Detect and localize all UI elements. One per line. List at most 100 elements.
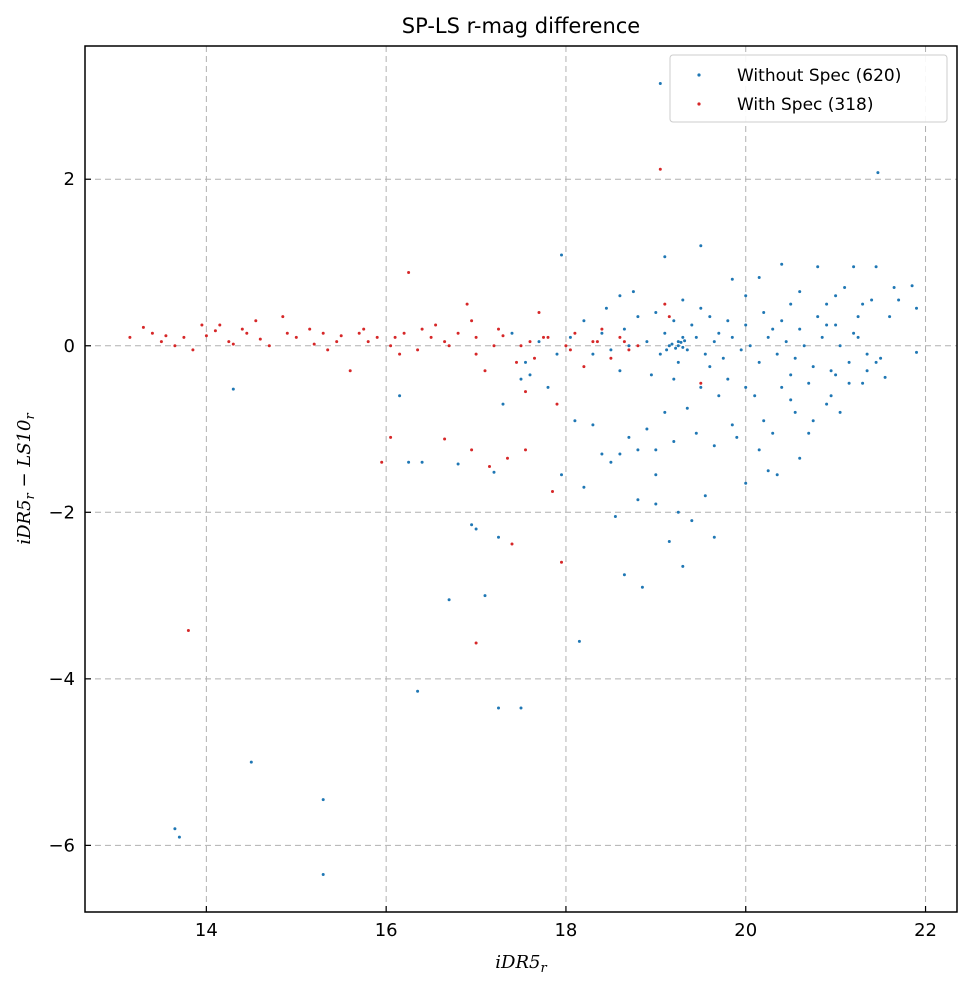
data-point xyxy=(393,335,397,339)
data-point xyxy=(366,340,370,344)
y-tick-label: 2 xyxy=(64,169,75,190)
data-point xyxy=(683,339,687,343)
data-point xyxy=(542,335,545,339)
legend-label-with-spec: With Spec (318) xyxy=(737,95,874,115)
data-point xyxy=(380,460,384,464)
y-tick-label: 0 xyxy=(64,336,75,357)
data-point xyxy=(177,835,181,839)
data-point xyxy=(730,277,734,281)
data-point xyxy=(658,82,662,85)
data-point xyxy=(762,311,766,314)
data-point xyxy=(582,485,586,489)
data-point xyxy=(568,348,572,352)
data-points xyxy=(128,82,918,876)
data-point xyxy=(798,456,802,460)
data-point xyxy=(861,302,865,306)
data-point xyxy=(510,331,514,335)
data-point xyxy=(240,327,244,331)
data-point xyxy=(780,319,784,323)
data-point xyxy=(470,319,474,323)
data-point xyxy=(658,167,662,171)
data-point xyxy=(474,527,478,531)
data-point xyxy=(465,302,469,306)
data-point xyxy=(775,352,779,356)
data-point xyxy=(667,344,671,348)
data-point xyxy=(712,535,716,539)
data-point xyxy=(838,344,842,348)
plot-frame xyxy=(84,45,958,913)
data-point xyxy=(519,706,523,710)
data-point xyxy=(807,431,811,435)
data-point xyxy=(245,331,249,335)
data-point xyxy=(825,323,829,327)
data-point xyxy=(555,402,559,406)
data-point xyxy=(627,348,631,352)
data-point xyxy=(780,385,784,389)
data-point xyxy=(825,302,829,306)
data-point xyxy=(690,323,694,327)
data-point xyxy=(564,344,568,348)
data-point xyxy=(604,306,608,310)
data-point xyxy=(663,255,667,259)
data-point xyxy=(267,344,271,348)
data-point xyxy=(654,311,658,314)
data-point xyxy=(793,356,797,360)
data-point xyxy=(249,760,253,764)
data-point xyxy=(730,335,734,339)
data-point xyxy=(852,331,856,335)
data-point xyxy=(876,171,880,175)
data-point xyxy=(811,365,815,369)
data-point xyxy=(182,335,186,339)
data-point xyxy=(375,335,379,339)
data-point xyxy=(897,298,901,302)
data-point xyxy=(546,335,550,339)
data-point xyxy=(501,334,505,338)
data-point xyxy=(861,381,865,385)
data-point xyxy=(200,323,204,327)
data-point xyxy=(762,419,766,423)
data-point xyxy=(775,473,779,477)
data-point xyxy=(739,348,743,352)
data-point xyxy=(618,369,622,373)
data-point xyxy=(128,335,132,339)
data-point xyxy=(708,315,712,319)
x-axis-label: iDR5r xyxy=(495,952,547,976)
data-point xyxy=(560,253,563,257)
data-point xyxy=(560,560,563,564)
data-point xyxy=(231,387,235,391)
data-point xyxy=(829,394,833,398)
data-point xyxy=(654,473,658,477)
data-point xyxy=(717,394,721,398)
data-point xyxy=(672,377,676,381)
data-point xyxy=(780,262,784,266)
data-point xyxy=(874,360,878,364)
data-point xyxy=(834,294,838,298)
data-point xyxy=(690,519,694,523)
data-point xyxy=(766,469,770,473)
data-point xyxy=(470,523,474,527)
data-point xyxy=(159,340,163,344)
data-point xyxy=(744,323,748,327)
data-point xyxy=(577,639,581,643)
data-point xyxy=(838,410,842,414)
data-point xyxy=(308,327,312,331)
data-point xyxy=(703,352,707,356)
data-point xyxy=(658,352,662,356)
data-point xyxy=(703,494,707,498)
data-point xyxy=(640,585,644,589)
data-point xyxy=(627,344,631,348)
data-point xyxy=(870,298,874,302)
data-point xyxy=(627,435,631,439)
data-point xyxy=(258,337,262,341)
y-tick-label: −6 xyxy=(48,835,75,856)
data-point xyxy=(829,369,833,373)
data-point xyxy=(865,352,869,356)
data-point xyxy=(674,346,678,350)
data-point xyxy=(560,473,563,477)
data-point xyxy=(679,340,683,344)
data-point xyxy=(825,402,829,406)
data-point xyxy=(429,335,433,339)
data-point xyxy=(573,419,577,423)
data-point xyxy=(676,344,680,348)
